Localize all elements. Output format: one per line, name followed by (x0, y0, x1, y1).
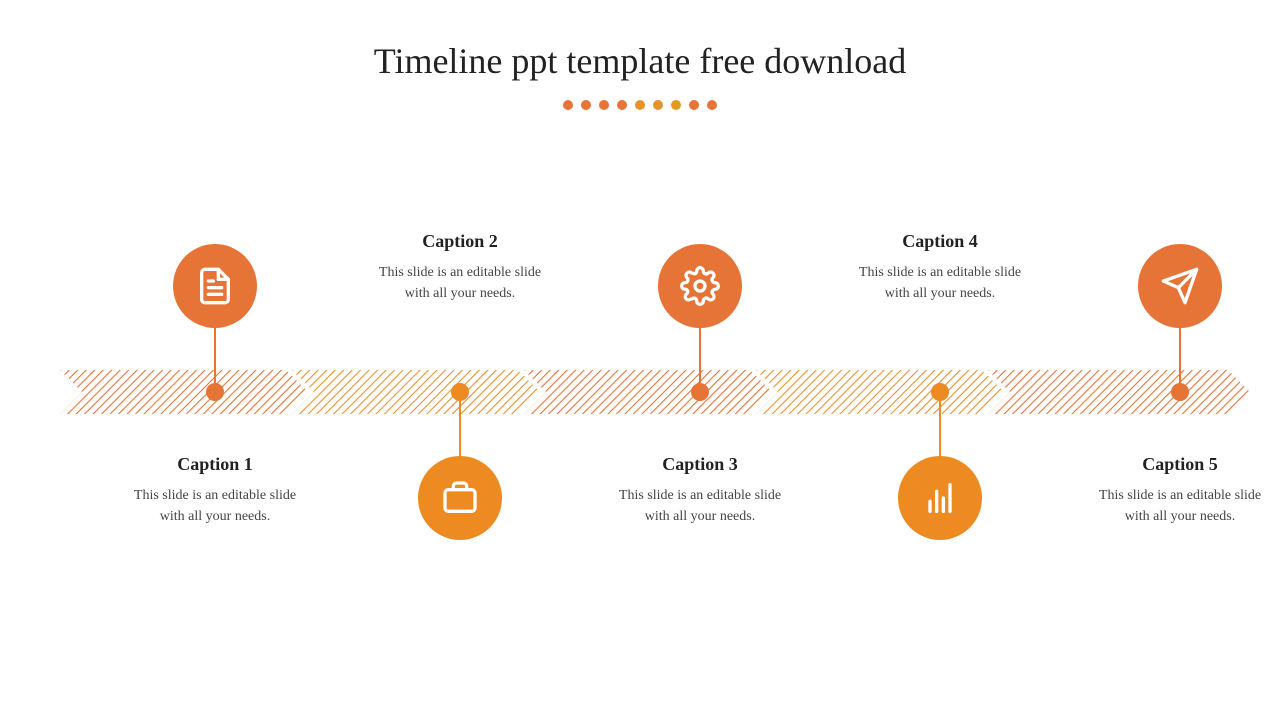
caption-wrap: Caption 2 This slide is an editable slide… (360, 231, 560, 330)
timeline-node: Caption 3This slide is an editable slide… (600, 244, 800, 401)
connector-dot (691, 383, 709, 401)
caption-wrap: Caption 3 This slide is an editable slide… (600, 454, 800, 527)
caption-title: Caption 5 (1080, 454, 1280, 475)
connector-line (1179, 328, 1181, 383)
connector-dot (206, 383, 224, 401)
caption-desc: This slide is an editable slide with all… (360, 262, 560, 304)
decor-dot (581, 100, 591, 110)
timeline-node: Caption 4This slide is an editable slide… (840, 383, 1040, 540)
decor-dot (653, 100, 663, 110)
plane-icon (1138, 244, 1222, 328)
decor-dot (707, 100, 717, 110)
caption-block: Caption 5 This slide is an editable slide… (1080, 454, 1280, 527)
gear-icon (658, 244, 742, 328)
caption-wrap: Caption 4 This slide is an editable slide… (840, 231, 1040, 330)
decor-dot (617, 100, 627, 110)
caption-title: Caption 2 (360, 231, 560, 252)
caption-block: Caption 1 This slide is an editable slide… (115, 454, 315, 527)
timeline-node: Caption 2This slide is an editable slide… (360, 383, 560, 540)
caption-title: Caption 3 (600, 454, 800, 475)
connector-line (939, 401, 941, 456)
caption-block: Caption 3 This slide is an editable slide… (600, 454, 800, 527)
caption-block: Caption 4 This slide is an editable slide… (840, 231, 1040, 304)
connector-dot (931, 383, 949, 401)
decor-dot (563, 100, 573, 110)
timeline-node: Caption 5This slide is an editable slide… (1080, 244, 1280, 401)
connector-line (459, 401, 461, 456)
caption-desc: This slide is an editable slide with all… (600, 485, 800, 527)
caption-desc: This slide is an editable slide with all… (840, 262, 1040, 304)
decor-dot (671, 100, 681, 110)
decor-dots (0, 100, 1280, 110)
timeline-node: Caption 1This slide is an editable slide… (115, 244, 315, 401)
caption-title: Caption 4 (840, 231, 1040, 252)
decor-dot (599, 100, 609, 110)
briefcase-icon (418, 456, 502, 540)
connector-dot (451, 383, 469, 401)
caption-title: Caption 1 (115, 454, 315, 475)
file-icon (173, 244, 257, 328)
caption-wrap: Caption 5 This slide is an editable slide… (1080, 454, 1280, 527)
caption-wrap: Caption 1 This slide is an editable slide… (115, 454, 315, 527)
decor-dot (689, 100, 699, 110)
connector-dot (1171, 383, 1189, 401)
connector-line (214, 328, 216, 383)
caption-desc: This slide is an editable slide with all… (115, 485, 315, 527)
page-title: Timeline ppt template free download (0, 0, 1280, 82)
caption-desc: This slide is an editable slide with all… (1080, 485, 1280, 527)
decor-dot (635, 100, 645, 110)
caption-block: Caption 2 This slide is an editable slide… (360, 231, 560, 304)
connector-line (699, 328, 701, 383)
bars-icon (898, 456, 982, 540)
